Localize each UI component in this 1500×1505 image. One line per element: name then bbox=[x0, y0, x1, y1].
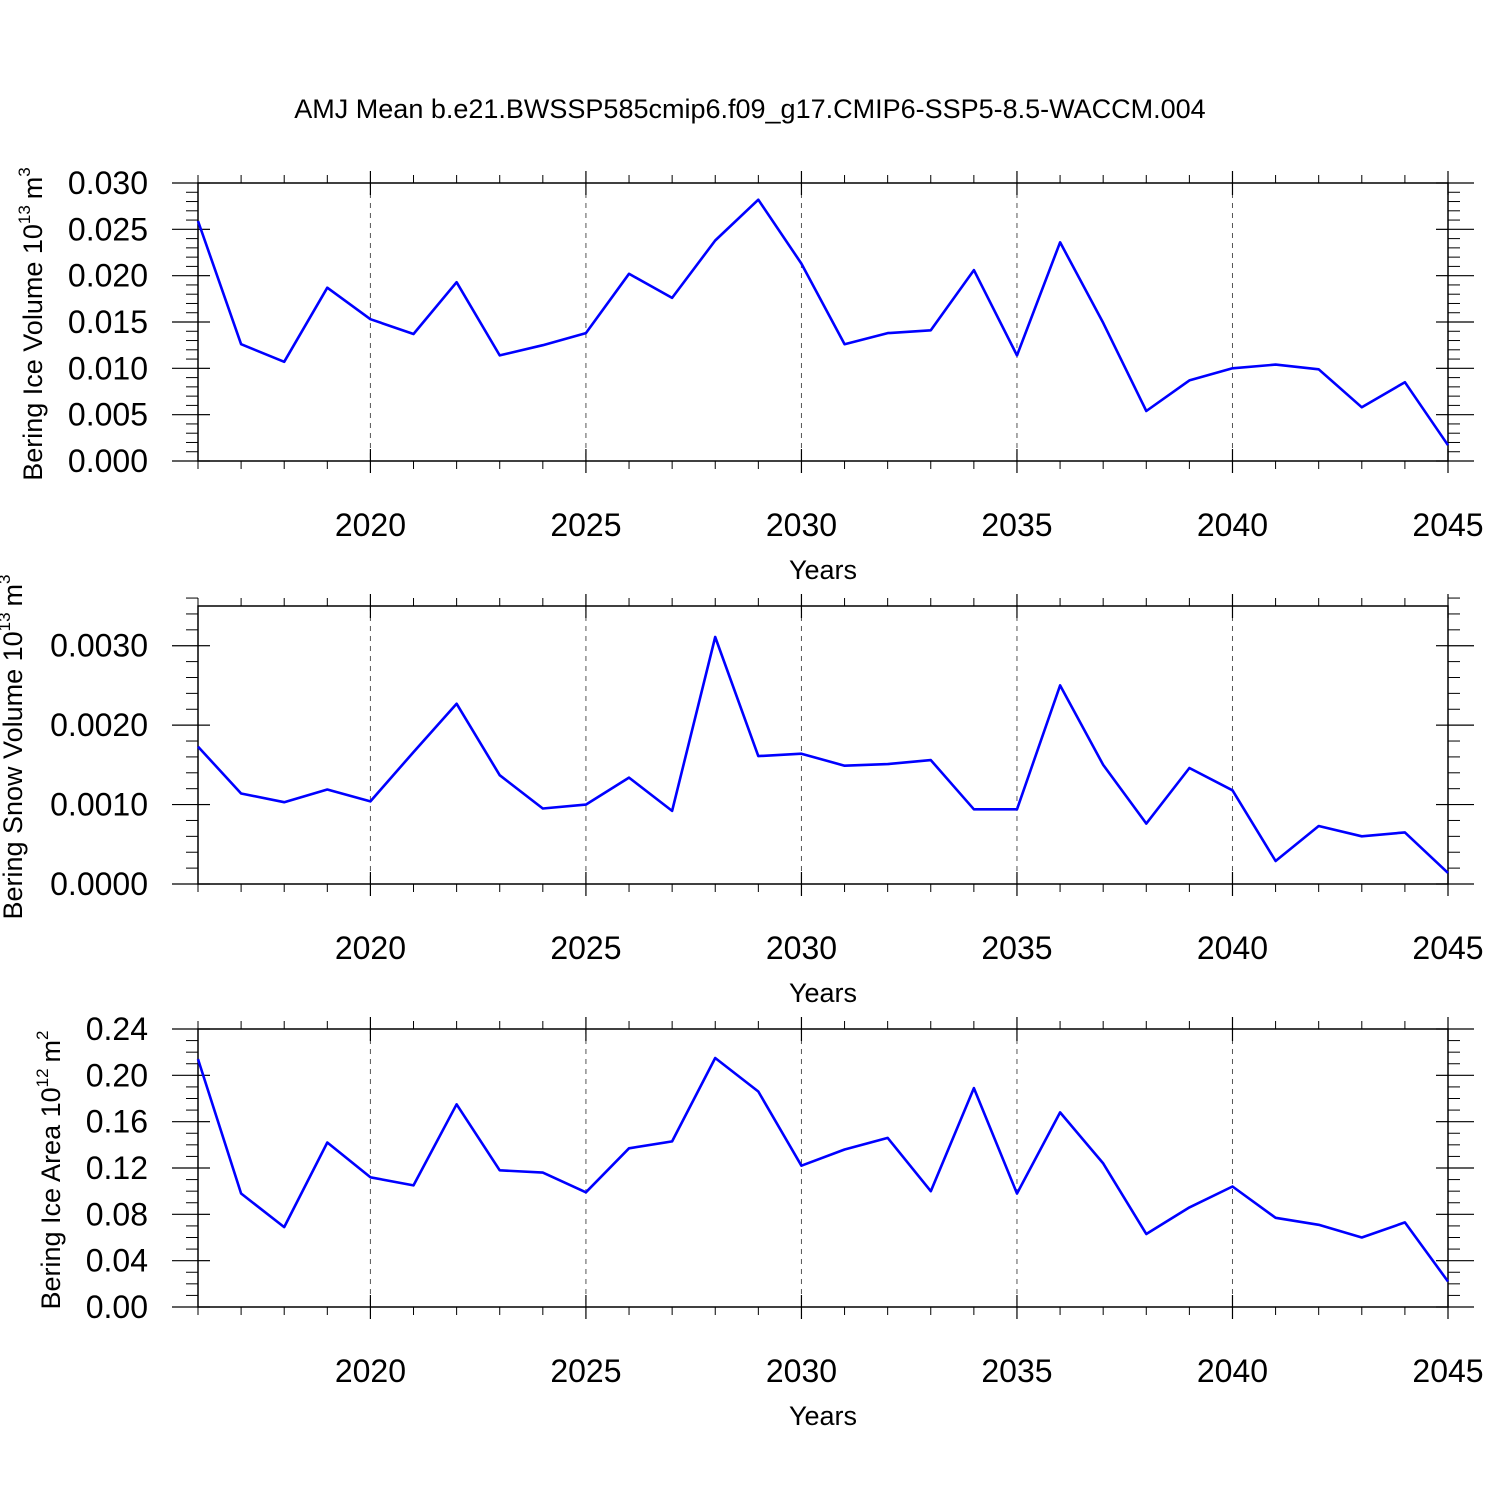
panel-2: 2020 2025 2030 2035 2040 2045 0.0000 0.0010 0.00… bbox=[0, 574, 1484, 1008]
x-axis-label: Years bbox=[789, 1401, 857, 1431]
x-tick-label: 2025 bbox=[550, 507, 621, 543]
y-tick-label: 0.12 bbox=[86, 1150, 148, 1186]
y-tick-label: 0.0010 bbox=[50, 787, 148, 823]
y-tick-label: 0.20 bbox=[86, 1057, 148, 1093]
x-tick-label: 2045 bbox=[1412, 507, 1483, 543]
plot-frame bbox=[198, 183, 1448, 461]
plot-frame bbox=[198, 606, 1448, 884]
y-tick-label: 0.0000 bbox=[50, 866, 148, 902]
y-tick-label: 0.00 bbox=[86, 1289, 148, 1325]
y-axis-label: Bering Snow Volume 1013m3 bbox=[0, 574, 28, 919]
x-tick-label: 2035 bbox=[981, 507, 1052, 543]
y-tick-label: 0.005 bbox=[68, 397, 148, 433]
y-tick-label: 0.08 bbox=[86, 1196, 148, 1232]
series-line bbox=[198, 200, 1448, 446]
x-tick-label: 2030 bbox=[766, 930, 837, 966]
x-tick-label: 2020 bbox=[335, 1353, 406, 1389]
y-tick-label: 0.0020 bbox=[50, 707, 148, 743]
x-tick-label: 2040 bbox=[1197, 507, 1268, 543]
y-tick-label: 0.015 bbox=[68, 304, 148, 340]
y-axis-label: Bering Ice Area 1012m2 bbox=[33, 1030, 66, 1309]
series-line bbox=[198, 637, 1448, 873]
y-tick-label: 0.16 bbox=[86, 1104, 148, 1140]
y-tick-label: 0.020 bbox=[68, 258, 148, 294]
x-axis-label: Years bbox=[789, 555, 857, 585]
x-tick-label: 2020 bbox=[335, 507, 406, 543]
y-tick-label: 0.04 bbox=[86, 1243, 148, 1279]
panel-1: 2020 2025 2030 2035 2040 2045 0.000 0.005 0.010 0… bbox=[15, 165, 1484, 585]
chart-title: AMJ Mean b.e21.BWSSP585cmip6.f09_g17.CMI… bbox=[294, 94, 1205, 124]
x-tick-label: 2040 bbox=[1197, 930, 1268, 966]
x-tick-label: 2025 bbox=[550, 930, 621, 966]
x-tick-label: 2035 bbox=[981, 930, 1052, 966]
x-tick-label: 2025 bbox=[550, 1353, 621, 1389]
x-tick-label: 2020 bbox=[335, 930, 406, 966]
x-tick-label: 2040 bbox=[1197, 1353, 1268, 1389]
plot-frame bbox=[198, 1029, 1448, 1307]
x-tick-label: 2045 bbox=[1412, 930, 1483, 966]
y-tick-label: 0.000 bbox=[68, 443, 148, 479]
x-tick-label: 2035 bbox=[981, 1353, 1052, 1389]
y-tick-label: 0.010 bbox=[68, 350, 148, 386]
y-tick-label: 0.030 bbox=[68, 165, 148, 201]
y-axis-label: Bering Ice Volume 1013m3 bbox=[15, 167, 48, 481]
x-tick-label: 2030 bbox=[766, 507, 837, 543]
series-line bbox=[198, 1058, 1448, 1282]
y-tick-label: 0.025 bbox=[68, 211, 148, 247]
x-axis-label: Years bbox=[789, 978, 857, 1008]
x-tick-label: 2045 bbox=[1412, 1353, 1483, 1389]
panel-3: 2020 2025 2030 2035 2040 2045 0.00 0.04 0.08 0.12… bbox=[33, 1011, 1484, 1431]
y-tick-label: 0.0030 bbox=[50, 628, 148, 664]
y-tick-label: 0.24 bbox=[86, 1011, 148, 1047]
x-tick-label: 2030 bbox=[766, 1353, 837, 1389]
